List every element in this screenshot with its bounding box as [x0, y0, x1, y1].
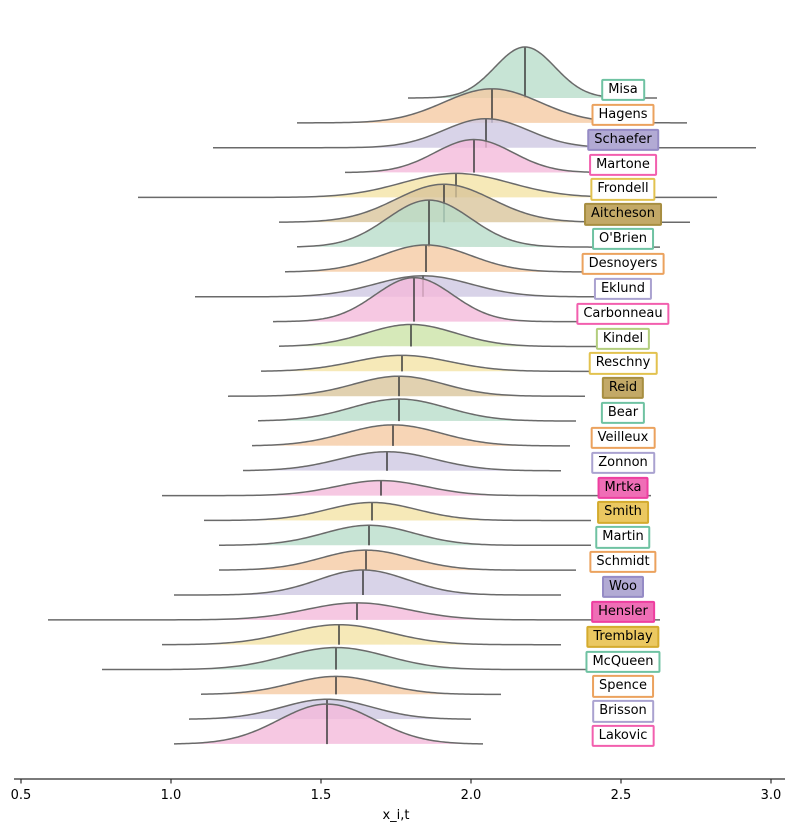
kde-row-mcqueen — [102, 646, 615, 671]
kde-row-martin — [218, 524, 591, 547]
kde-fill-spence — [201, 676, 501, 695]
kde-row-veilleux — [251, 424, 571, 447]
kde-outline-brisson — [188, 698, 472, 720]
kde-outline-martin — [218, 524, 591, 547]
kde-fill-lakovic — [174, 704, 483, 744]
kde-fill-aitcheson — [279, 184, 690, 223]
kde-outline-schmidt — [218, 549, 576, 571]
kde-row-bear — [257, 398, 577, 422]
x-tick-label-2.5: 2.5 — [611, 788, 632, 803]
x-axis-title: x_i,t — [382, 808, 409, 823]
kde-fill-veilleux — [252, 424, 570, 446]
x-tick-label-1.5: 1.5 — [311, 788, 332, 803]
kde-row-desnoyers — [284, 244, 636, 273]
kde-fill-woo — [174, 570, 561, 595]
kde-outline-eklund — [195, 275, 651, 298]
kde-fill-kindel — [279, 324, 606, 347]
kde-outline-reschny — [260, 354, 591, 373]
kde-row-kindel — [278, 323, 606, 348]
kde-row-hagens — [297, 88, 687, 124]
kde-fill-bear — [258, 399, 576, 422]
kde-fill-tremblay — [162, 624, 561, 645]
kde-outline-veilleux — [251, 424, 571, 447]
kde-outline-mcqueen — [102, 646, 615, 671]
kde-outline-smith — [204, 501, 591, 522]
kde-row-martone — [344, 138, 642, 174]
kde-outline-zonnon — [242, 451, 561, 472]
kde-outline-tremblay — [161, 623, 561, 646]
x-tick-label-0.5: 0.5 — [11, 788, 32, 803]
kde-fill-frondell — [138, 173, 717, 198]
kde-fill-misa — [408, 47, 657, 98]
kde-fill-schmidt — [219, 550, 576, 571]
kde-row-carbonneau — [272, 276, 597, 323]
kde-fill-hensler — [48, 602, 660, 620]
kde-fill-reid — [228, 376, 585, 397]
kde-row-mrtka — [162, 479, 651, 497]
kde-fill-martone — [345, 139, 642, 173]
kde-row-reid — [227, 375, 585, 397]
kde-outline-bear — [257, 398, 577, 422]
kde-outline-woo — [174, 569, 561, 596]
kde-row-schmidt — [218, 549, 576, 571]
kde-outline-mrtka — [162, 479, 651, 497]
kde-outline-schaefer — [213, 117, 756, 149]
kde-row-woo — [174, 569, 561, 596]
x-tick-label-1.0: 1.0 — [161, 788, 182, 803]
x-tick-label-2.0: 2.0 — [461, 788, 482, 803]
kde-outline-reid — [227, 375, 585, 397]
kde-fill-schaefer — [213, 118, 756, 148]
kde-fill-zonnon — [243, 451, 561, 471]
kde-outline-spence — [200, 675, 502, 696]
kde-fill-desnoyers — [285, 244, 636, 272]
kde-fill-reschny — [261, 355, 591, 372]
kde-row-zonnon — [242, 451, 561, 472]
kde-fill-mrtka — [162, 480, 651, 496]
kde-row-reschny — [260, 354, 591, 373]
kde-outline-lakovic — [173, 703, 484, 745]
kde-row-spence — [200, 675, 502, 696]
kde-fill-obrien — [297, 200, 660, 248]
kde-row-misa — [408, 46, 657, 99]
kde-row-lakovic — [173, 703, 484, 745]
x-axis: 0.5 1.0 1.5 2.0 2.5 3.0 x_i,t — [11, 778, 785, 823]
kde-fill-carbonneau — [273, 277, 597, 322]
kde-row-smith — [204, 501, 591, 522]
kde-fill-mcqueen — [102, 647, 615, 670]
kde-fill-martin — [219, 525, 591, 546]
kde-outline-kindel — [278, 323, 606, 348]
kde-outline-hensler — [48, 602, 660, 621]
kde-row-tremblay — [161, 623, 561, 646]
kde-row-hensler — [48, 602, 660, 621]
kde-outline-desnoyers — [284, 244, 636, 273]
x-tick-label-3.0: 3.0 — [761, 788, 782, 803]
kde-outline-carbonneau — [272, 276, 597, 323]
